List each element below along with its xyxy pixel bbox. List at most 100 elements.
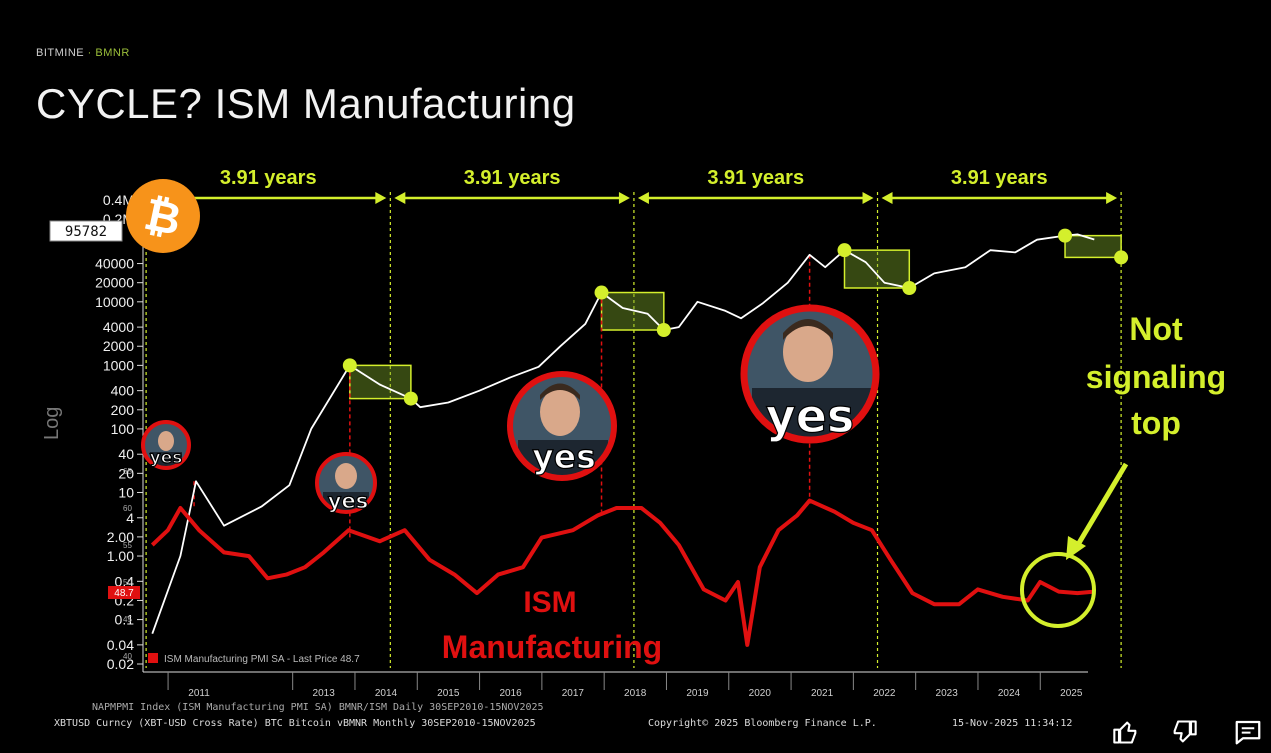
ism-tick-label: 60 — [123, 504, 132, 513]
log-axis-label: Log — [41, 407, 63, 440]
ism-tick-label: 45 — [123, 615, 132, 624]
btc-tick-label: 0.4 — [115, 573, 135, 589]
meme-yes-3-text: yes — [532, 437, 596, 476]
btc-tick-label: 40000 — [95, 256, 134, 272]
x-tick-label: 2013 — [313, 688, 336, 699]
btc-tick-label: 0.02 — [107, 656, 134, 672]
btc-price-tag — [49, 220, 123, 242]
btc-tick-label: 100 — [111, 421, 135, 437]
brand-label: BITMINE · BMNR — [36, 47, 130, 59]
meme-yes-4: yes — [740, 304, 880, 444]
comment-button[interactable] — [1230, 714, 1266, 750]
cycle-label: 3.91 years — [464, 167, 561, 189]
meme-yes-2-text: yes — [328, 489, 368, 513]
meme-yes-1-text: yes — [150, 448, 183, 468]
footer-header-left: NAPMPMI Index (ISM Manufacturing PMI SA)… — [92, 702, 544, 713]
x-tick-label: 2011 — [188, 688, 210, 699]
x-tick-label: 2019 — [686, 688, 709, 699]
btc-tick-label: 4000 — [103, 319, 134, 335]
x-tick-label: 2014 — [375, 688, 398, 699]
bottom-dot — [403, 391, 418, 406]
brand-separator: · — [84, 47, 96, 59]
not-signaling-line2: signaling — [1086, 359, 1226, 395]
x-tick-label: 2025 — [1060, 688, 1083, 699]
meme-yes-2: yes — [315, 452, 377, 514]
x-tick-label: 2020 — [749, 688, 772, 699]
cycle-label: 3.91 years — [707, 167, 804, 189]
page-title: CYCLE? ISM Manufacturing — [36, 80, 576, 127]
footer-center: Copyright© 2025 Bloomberg Finance L.P. — [648, 718, 877, 729]
bottom-dot — [656, 323, 671, 338]
ism-tick-label: 65 — [123, 467, 132, 476]
highlight-circle — [1020, 552, 1096, 628]
btc-price-value: 95782 — [65, 224, 107, 240]
x-tick-label: 2023 — [936, 688, 959, 699]
ism-tick-label: 40 — [123, 652, 132, 661]
x-tick-label: 2016 — [499, 688, 522, 699]
bottom-dot — [1114, 250, 1129, 265]
cycle-arrow-head — [394, 192, 406, 204]
cycle-arrow-head — [1106, 192, 1118, 204]
btc-tick-label: 0.4M — [103, 192, 134, 208]
peak-dot — [342, 358, 357, 373]
cycle-arrow-head — [375, 192, 387, 204]
btc-tick-label: 2.00 — [107, 529, 134, 545]
not-signaling-line3: top — [1131, 405, 1181, 441]
ism-last-price-value: 48.7 — [114, 588, 134, 599]
not-signaling-line1: Not — [1129, 311, 1183, 347]
dislike-button[interactable] — [1166, 714, 1202, 750]
footer-right: 15-Nov-2025 11:34:12 — [952, 718, 1072, 729]
arrow-shaft — [1073, 462, 1129, 550]
btc-tick-label: 4 — [126, 510, 134, 526]
ism-line — [150, 498, 1095, 647]
cycle-arrow-head — [637, 192, 649, 204]
cycle-label: 3.91 years — [220, 167, 317, 189]
btc-tick-label: 10000 — [95, 294, 134, 310]
ism-tick-label: 50 — [123, 578, 132, 587]
btc-tick-label: 0.04 — [107, 637, 134, 653]
ism-label-line1: ISM — [523, 586, 576, 619]
thumbs-up-icon — [1113, 721, 1137, 744]
bitcoin-logo-icon: ₿ — [126, 179, 200, 253]
legend-swatch — [148, 653, 158, 663]
ism-tick-label: 55 — [123, 541, 132, 550]
x-tick-label: 2022 — [873, 688, 896, 699]
meme-yes-3: yes — [507, 371, 617, 481]
x-tick-label: 2015 — [437, 688, 460, 699]
peak-dot — [1058, 228, 1073, 243]
ism-last-price-tag — [108, 586, 140, 599]
cycle-arrow-head — [881, 192, 893, 204]
x-tick-label: 2024 — [998, 688, 1021, 699]
thumbs-down-icon — [1173, 720, 1197, 743]
cycle-label: 3.91 years — [951, 167, 1048, 189]
x-tick-label: 2017 — [562, 688, 585, 699]
meme-yes-4-text: yes — [766, 389, 855, 443]
bear-market-box — [600, 291, 665, 331]
brand-name: BITMINE — [36, 47, 85, 59]
btc-tick-label: 20000 — [95, 275, 134, 291]
btc-tick-label: 400 — [111, 383, 135, 399]
peak-dot — [594, 285, 609, 300]
x-tick-label: 2021 — [811, 688, 834, 699]
like-button[interactable] — [1108, 714, 1144, 750]
btc-tick-label: 40 — [118, 446, 134, 462]
btc-tick-label: 1.00 — [107, 548, 134, 564]
btc-tick-label: 10 — [118, 484, 134, 500]
btc-tick-label: 2000 — [103, 338, 134, 354]
ism-label-line2: Manufacturing — [442, 629, 662, 665]
arrow-head-icon — [1066, 536, 1086, 560]
btc-tick-label: 0.1 — [115, 612, 135, 628]
comment-icon — [1235, 720, 1261, 745]
bear-market-box — [1064, 234, 1122, 259]
btc-tick-label: 20 — [118, 465, 134, 481]
bottom-dot — [902, 280, 917, 295]
meme-yes-1: yes — [141, 420, 191, 470]
legend-text: ISM Manufacturing PMI SA - Last Price 48… — [164, 654, 360, 665]
x-tick-label: 2018 — [624, 688, 647, 699]
cycle-arrow-head — [618, 192, 630, 204]
btc-tick-label: 1000 — [103, 357, 134, 373]
cycle-arrow-head — [862, 192, 874, 204]
brand-ticker: BMNR — [95, 47, 130, 59]
peak-dot — [837, 243, 852, 258]
